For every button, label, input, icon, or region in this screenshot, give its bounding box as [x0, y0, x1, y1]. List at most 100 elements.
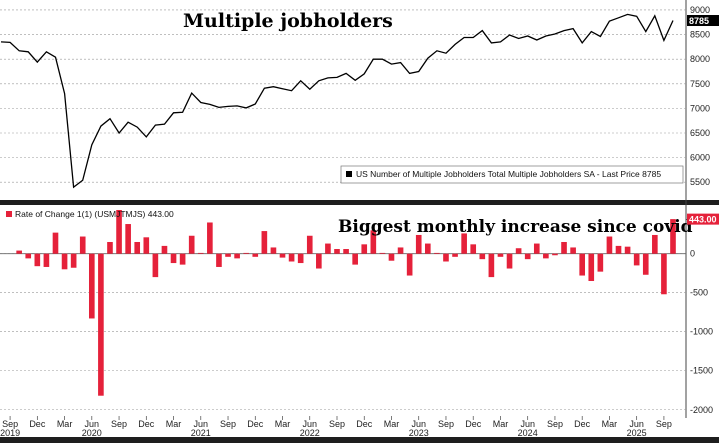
change-bar	[624, 246, 631, 254]
x-year-label: 2021	[191, 428, 211, 438]
change-bar	[606, 236, 613, 254]
x-month-label: Sep	[547, 419, 563, 429]
x-month-label: Sep	[656, 419, 672, 429]
x-month-label: Jun	[411, 419, 426, 429]
top-ytick-label: 6500	[690, 128, 710, 138]
change-bar	[434, 252, 440, 254]
change-bar	[16, 250, 22, 254]
x-year-label: 2020	[82, 428, 102, 438]
top-ytick-label: 7000	[690, 103, 710, 113]
x-month-label: Sep	[111, 419, 127, 429]
x-year-label: 2024	[518, 428, 538, 438]
change-bar	[579, 253, 586, 276]
change-bar	[443, 253, 449, 262]
x-month-label: Dec	[138, 419, 155, 429]
change-bar	[197, 252, 204, 254]
top-ytick-label: 7500	[690, 79, 710, 89]
change-bar	[370, 230, 377, 254]
bottom-ytick-label: -1500	[690, 366, 713, 376]
change-bar	[79, 236, 86, 254]
change-bar	[116, 210, 122, 254]
top-legend-box	[340, 165, 684, 184]
change-bar	[406, 253, 413, 276]
change-bar	[143, 237, 150, 254]
top-ytick-label: 9000	[690, 5, 710, 15]
change-bar	[70, 253, 77, 268]
x-year-label: 2019	[0, 428, 20, 438]
change-bar	[397, 247, 404, 254]
last-price-tag	[687, 15, 719, 27]
change-bar	[642, 253, 649, 275]
change-bar	[424, 243, 431, 254]
panel-divider	[0, 200, 719, 205]
change-bar	[461, 233, 467, 254]
bottom-ytick-label: 0	[690, 249, 695, 259]
x-month-label: Dec	[465, 419, 482, 429]
change-bar	[343, 249, 349, 254]
change-bar	[633, 253, 640, 266]
last-price-label: 8785	[689, 16, 709, 26]
change-bar	[25, 253, 32, 259]
change-bar	[334, 249, 340, 254]
change-bar	[361, 244, 368, 254]
x-year-label: 2022	[300, 428, 320, 438]
bottom-legend-swatch	[6, 211, 12, 217]
change-bar	[107, 241, 113, 254]
change-bar	[225, 253, 231, 257]
change-bar	[488, 253, 495, 278]
x-month-label: Mar	[166, 419, 182, 429]
x-year-label: 2023	[409, 428, 429, 438]
change-bar	[216, 253, 222, 267]
change-bar	[270, 247, 277, 254]
change-bar	[570, 247, 576, 254]
x-month-label: Dec	[247, 419, 264, 429]
x-month-label: Mar	[57, 419, 73, 429]
change-bar	[207, 222, 213, 254]
change-bar	[279, 253, 286, 258]
change-bar	[179, 253, 186, 265]
x-month-label: Jun	[85, 419, 100, 429]
change-bar	[234, 253, 240, 259]
change-bar	[261, 231, 268, 254]
x-month-label: Sep	[438, 419, 454, 429]
change-bar	[352, 253, 358, 265]
change-bar	[552, 253, 558, 256]
change-bar	[615, 245, 622, 254]
change-bar	[134, 241, 141, 254]
top-ytick-label: 5500	[690, 177, 710, 187]
change-bar	[652, 234, 658, 254]
top-ytick-label: 8500	[690, 30, 710, 40]
x-month-label: Mar	[275, 419, 291, 429]
jobholders-line	[0, 13, 674, 189]
change-bar	[288, 253, 295, 262]
change-bar	[415, 234, 422, 254]
bottom-border	[0, 437, 719, 443]
change-bar	[316, 253, 322, 269]
change-bar	[524, 253, 531, 260]
x-month-label: Sep	[329, 419, 345, 429]
bottom-ytick-label: -1000	[690, 327, 713, 337]
change-bar	[661, 253, 667, 295]
change-bar	[252, 253, 259, 257]
x-month-label: Mar	[602, 419, 618, 429]
x-month-label: Dec	[29, 419, 46, 429]
change-bar	[379, 252, 386, 254]
x-month-label: Jun	[629, 419, 644, 429]
change-bar	[388, 253, 395, 261]
x-month-label: Jun	[302, 419, 317, 429]
last-change-label: 443.00	[689, 215, 717, 225]
change-bar	[506, 253, 513, 269]
top-chart-title: Multiple jobholders	[183, 10, 393, 32]
change-bar	[43, 253, 50, 267]
change-bar	[243, 252, 250, 254]
change-bar	[88, 253, 95, 319]
change-bar	[98, 253, 104, 396]
change-bar	[561, 241, 567, 254]
top-ytick-label: 6000	[690, 153, 710, 163]
x-month-label: Mar	[384, 419, 400, 429]
change-bar	[170, 253, 177, 264]
change-bar	[306, 235, 313, 254]
last-change-tag	[687, 213, 719, 225]
x-month-label: Jun	[194, 419, 209, 429]
change-bar	[497, 253, 504, 257]
